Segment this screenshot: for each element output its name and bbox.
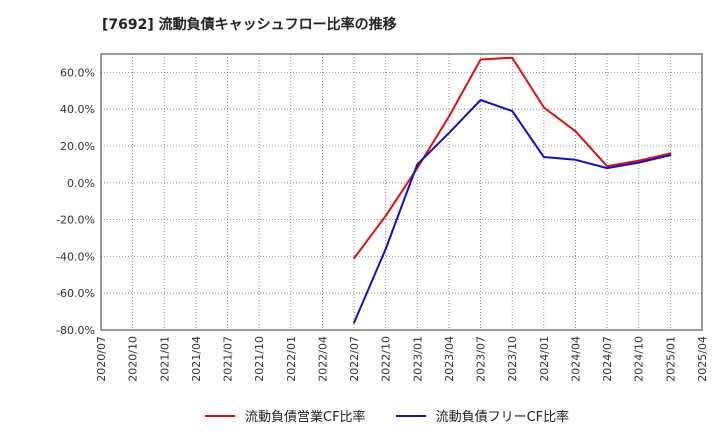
- series-line-operating-cf: [353, 56, 672, 260]
- legend-item-operating-cf: 流動負債営業CF比率: [205, 406, 366, 425]
- legend-item-free-cf: 流動負債フリーCF比率: [395, 406, 570, 425]
- x-tick-label: 2021/04: [190, 336, 203, 382]
- x-tick-label: 2022/07: [348, 336, 361, 382]
- y-tick-label: -60.0%: [56, 287, 95, 300]
- legend-swatch-free-cf: [395, 414, 426, 417]
- x-tick-label: 2024/07: [601, 336, 614, 382]
- x-tick-label: 2023/07: [475, 336, 488, 382]
- x-tick-label: 2022/10: [380, 336, 393, 382]
- y-tick-label: 20.0%: [60, 140, 95, 153]
- x-tick-label: 2024/01: [538, 336, 551, 382]
- legend-swatch-operating-cf: [205, 414, 235, 417]
- axis-layer: 60.0% 40.0% 20.0% 0.0% -20.0% -40.0% -60.0% -80…: [56, 53, 709, 382]
- chart-title: [7692] 流動負債キャッシュフロー比率の推移: [102, 17, 397, 33]
- legend: 流動負債営業CF比率 流動負債フリーCF比率: [205, 406, 569, 425]
- x-tick-label: 2021/10: [253, 336, 266, 382]
- x-tick-label: 2025/01: [664, 336, 677, 382]
- x-tick-label: 2020/10: [127, 336, 140, 382]
- y-tick-label: 0.0%: [67, 177, 95, 190]
- series-layer: [353, 56, 672, 324]
- x-tick-label: 2020/07: [95, 336, 108, 382]
- y-tick-label: -20.0%: [56, 214, 95, 227]
- x-tick-label: 2021/07: [222, 336, 235, 382]
- x-tick-label: 2023/01: [411, 336, 424, 382]
- x-tick-label: 2022/04: [316, 336, 329, 382]
- x-tick-label: 2023/04: [443, 336, 456, 382]
- x-tick-label: 2025/04: [696, 336, 709, 382]
- legend-label-operating-cf: 流動負債営業CF比率: [245, 410, 366, 425]
- grid-layer: [101, 54, 702, 330]
- series-line-free-cf: [353, 99, 672, 324]
- y-tick-label: 40.0%: [60, 103, 95, 116]
- x-tick-label: 2024/04: [569, 336, 582, 382]
- x-tick-label: 2024/10: [633, 336, 646, 382]
- x-tick-label: 2023/10: [506, 336, 519, 382]
- legend-label-free-cf: 流動負債フリーCF比率: [435, 410, 570, 425]
- y-tick-label: -40.0%: [56, 250, 95, 263]
- plot-area-border: [100, 53, 703, 331]
- x-tick-label: 2021/01: [158, 336, 171, 382]
- y-tick-label: 60.0%: [60, 66, 95, 79]
- x-tick-label: 2022/01: [285, 336, 298, 382]
- y-tick-label: -80.0%: [56, 324, 95, 337]
